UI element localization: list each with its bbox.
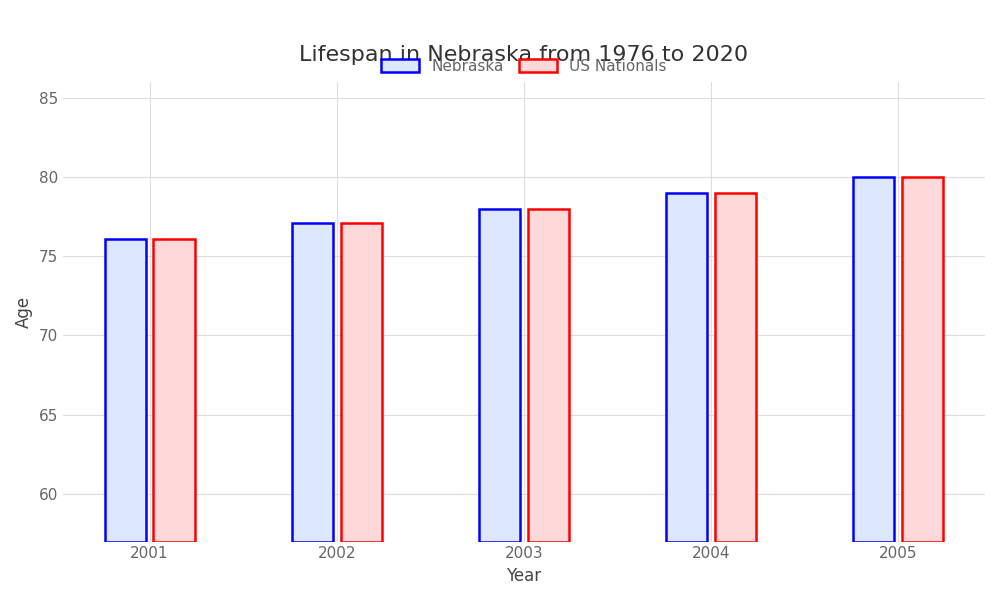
Bar [341,223,382,542]
Legend: Nebraska, US Nationals: Nebraska, US Nationals [375,53,673,80]
Bar [153,239,195,542]
Bar [105,239,146,542]
Bar [715,193,756,542]
Bar [902,177,943,542]
X-axis label: Year: Year [506,567,541,585]
Bar [479,209,520,542]
Bar [528,209,569,542]
Bar [666,193,707,542]
Bar [853,177,894,542]
Bar [292,223,333,542]
Y-axis label: Age: Age [15,296,33,328]
Title: Lifespan in Nebraska from 1976 to 2020: Lifespan in Nebraska from 1976 to 2020 [299,45,748,65]
